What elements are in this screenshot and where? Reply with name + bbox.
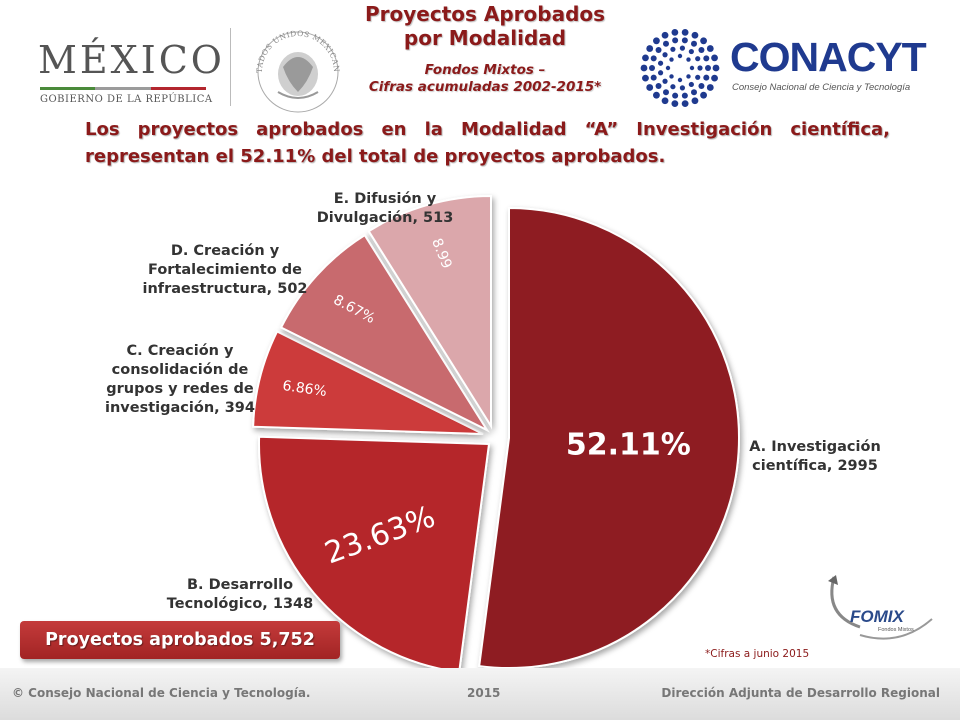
label-slice-d: D. Creación y Fortalecimiento de infraestr… bbox=[142, 243, 308, 297]
footnote: *Cifras a junio 2015 bbox=[705, 648, 810, 660]
conacyt-tagline: Consejo Nacional de Ciencia y Tecnología bbox=[732, 82, 911, 93]
page-subtitle: Fondos Mixtos – Cifras acumuladas 2002-2… bbox=[368, 62, 602, 95]
pie-slice-c bbox=[252, 330, 484, 435]
total-projects-button[interactable]: Proyectos aprobados 5,752 bbox=[20, 621, 340, 659]
label-slice-b: B. Desarrollo Tecnológico, 1348 bbox=[166, 577, 314, 612]
pie-percent-label-c: 6.86% bbox=[281, 378, 327, 400]
footer-copyright: © Consejo Nacional de Ciencia y Tecnolog… bbox=[12, 686, 311, 700]
footer-year: 2015 bbox=[467, 686, 501, 700]
mexico-logo-word: MÉXICO bbox=[38, 38, 225, 82]
fomix-logo-word: FOMIX bbox=[850, 607, 905, 626]
pie-slice-e bbox=[367, 194, 492, 430]
footer-department: Dirección Adjunta de Desarrollo Regional bbox=[661, 686, 940, 700]
mexico-government-logo: MÉXICO GOBIERNO DE LA REPÚBLICA bbox=[38, 38, 222, 105]
mexico-logo-subtitle: GOBIERNO DE LA REPÚBLICA bbox=[40, 94, 213, 105]
header-divider bbox=[230, 28, 231, 106]
conacyt-logo-word: CONACYT bbox=[730, 34, 927, 80]
conacyt-logo: CONACYT Consejo Nacional de Ciencia y Te… bbox=[640, 28, 930, 110]
label-slice-c: C. Creación y consolidación de grupos y re… bbox=[105, 343, 255, 416]
pie-slice-b bbox=[258, 435, 491, 674]
national-seal-icon: ESTADOS UNIDOS MEXICANOS bbox=[248, 22, 341, 113]
label-slice-e: E. Difusión y Divulgación, 513 bbox=[316, 191, 454, 226]
label-slice-a: A. Investigación científica, 2995 bbox=[749, 439, 881, 474]
pie-percent-label-a: 52.11% bbox=[566, 427, 691, 462]
headline-text: Los proyectos aprobados en la Modalidad … bbox=[85, 119, 890, 167]
fomix-logo-sub: Fondos Mixtos bbox=[878, 627, 914, 633]
page-title: Proyectos Aprobados por Modalidad bbox=[364, 2, 606, 50]
fomix-logo: FOMIX Fondos Mixtos bbox=[828, 575, 933, 640]
pie-slice-d bbox=[279, 233, 490, 433]
mexico-logo-stripe bbox=[40, 87, 206, 90]
footer-bar: © Consejo Nacional de Ciencia y Tecnolog… bbox=[0, 668, 960, 720]
pie-slice-a bbox=[478, 206, 740, 669]
conacyt-dots-icon bbox=[640, 28, 720, 108]
